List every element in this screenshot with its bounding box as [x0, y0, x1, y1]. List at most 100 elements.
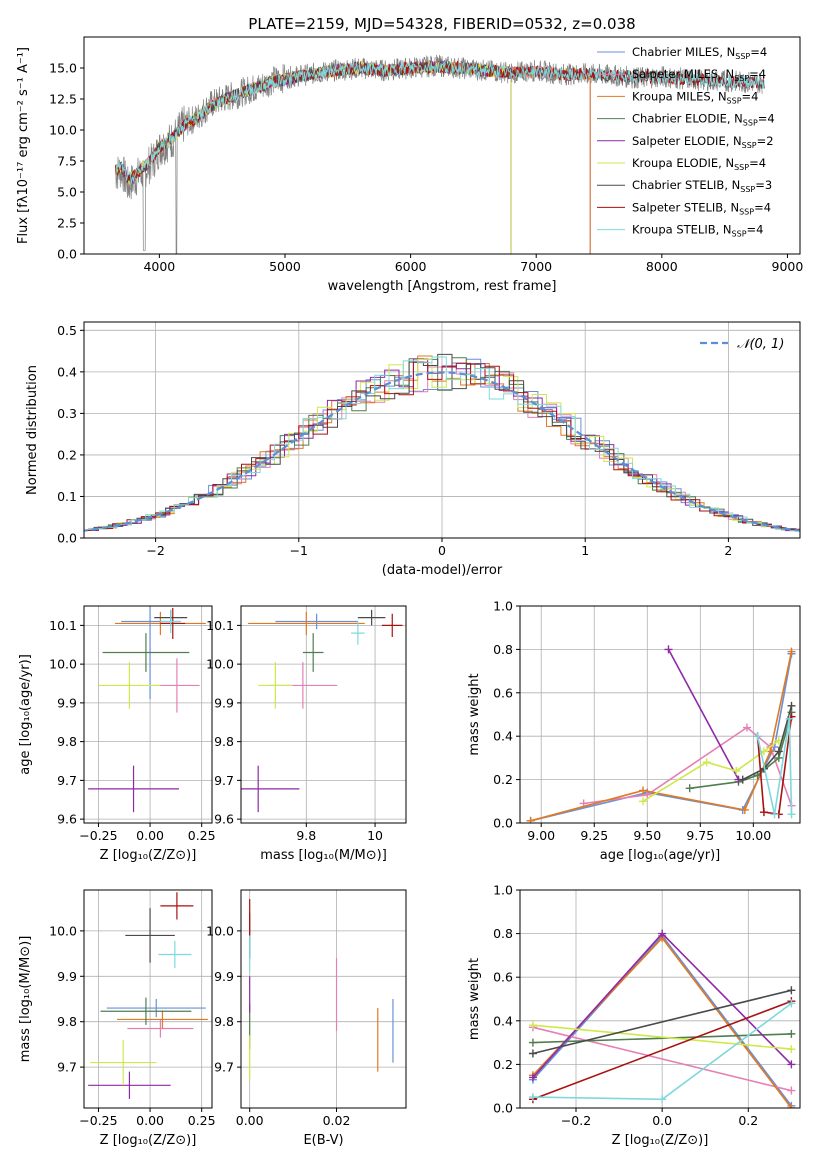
x-axis-label: mass [log₁₀(M/M⊙)]: [260, 848, 387, 863]
y-tick-label: 0.0: [57, 531, 77, 546]
y-axis-label: mass weight: [467, 673, 482, 755]
plot-area: [528, 929, 796, 1108]
y-tick-label: 15.0: [49, 61, 77, 76]
model-spectrum-salpeter-miles: [114, 60, 591, 254]
y-tick-label: 10.1: [206, 618, 234, 633]
plus-marker: [770, 810, 779, 819]
series-line: [532, 1024, 792, 1050]
y-tick-label: 2.5: [57, 216, 77, 231]
plus-marker: [528, 1073, 537, 1082]
y-tick-label: 0.6: [493, 970, 513, 985]
plus-marker: [753, 732, 762, 741]
plot-area: [241, 609, 403, 813]
x-tick-label: 1: [581, 543, 589, 558]
plus-marker: [639, 797, 648, 806]
series-chabrier-miles: [526, 649, 796, 823]
y-tick-label: 9.9: [57, 695, 77, 710]
x-axis-label: age [log₁₀(age/yr)]: [600, 848, 721, 863]
y-tick-label: 9.7: [214, 1060, 234, 1075]
x-tick-label: −0.2: [561, 1113, 591, 1128]
y-tick-label: 7.5: [57, 154, 77, 169]
plus-marker: [528, 1038, 537, 1047]
x-tick-label: 9.8: [296, 828, 316, 843]
errorbar-salpeter-stelib: [160, 607, 186, 639]
plot-area: [114, 54, 765, 254]
series-chabrier-stelib: [528, 986, 796, 1058]
series-line: [532, 989, 792, 1055]
legend-label: Kroupa STELIB, NSSP=4: [632, 223, 763, 239]
series-line: [742, 705, 793, 781]
x-tick-label: 9.50: [633, 828, 661, 843]
y-tick-label: 9.8: [57, 734, 77, 749]
errorbar-kroupa-miles: [247, 611, 365, 636]
y-tick-label: 12.5: [49, 92, 77, 107]
y-tick-label: 0.4: [57, 364, 77, 379]
plus-marker: [787, 1045, 796, 1054]
y-tick-label: 10.0: [49, 923, 77, 938]
x-tick-label: 0.25: [188, 1113, 216, 1128]
x-tick-label: 7000: [520, 259, 552, 274]
y-tick-label: 9.6: [57, 812, 77, 827]
x-tick-label: 0.02: [323, 1113, 351, 1128]
x-tick-label: 10: [367, 828, 383, 843]
plus-marker: [702, 758, 711, 767]
axes-frame: [83, 889, 213, 1109]
errorbar-kroupa-miles: [117, 1010, 208, 1029]
axes-frame: [240, 605, 407, 824]
series-line: [756, 716, 793, 816]
x-tick-label: −2: [146, 543, 164, 558]
x-tick-label: 9000: [772, 259, 804, 274]
axes-frame: [519, 889, 801, 1109]
legend-label: Kroupa MILES, NSSP=4: [632, 89, 758, 105]
residuals-panel: −2 −1 0 1 2 0.0 0.1 0.2 0.3 0.4 0.5 (data-model)/er…: [25, 321, 801, 578]
series-kroupa-stelib: [528, 999, 796, 1104]
plus-marker: [787, 1104, 796, 1108]
age-vs-metallicity-panel: −0.25 0.00 0.25 9.6 9.7 9.8 9.9 10.0 10.1 Z [log₁…: [18, 605, 216, 863]
model-spectrum-kroupa-miles: [114, 60, 591, 254]
series-chabrier-stelib: [738, 701, 796, 784]
errorbar-salpeter-elodie: [241, 765, 300, 813]
errorbar-chabrier-miles: [106, 999, 206, 1018]
y-axis-label: Normed distribution: [25, 365, 40, 495]
normal-distribution-curve: [84, 371, 800, 532]
mass-vs-metallicity-panel: −0.25 0.00 0.25 9.7 9.8 9.9 10.0 Z [log₁₀(Z/Z⊙)…: [18, 889, 216, 1148]
errorbar-salpeter-elodie: [88, 1071, 171, 1099]
errorbar-chabrier-stelib: [125, 908, 175, 963]
plus-marker: [787, 1060, 796, 1069]
plus-marker: [785, 714, 794, 723]
y-tick-label: 10.0: [49, 657, 77, 672]
massweight-vs-metallicity-panel: −0.2 0.0 0.2 0.0 0.2 0.4 0.6 0.8 1.0 Z [log₁₀(Z/Z…: [467, 883, 801, 1148]
y-tick-label: 0.4: [493, 729, 513, 744]
y-tick-label: 0.0: [57, 247, 77, 262]
errorbar-kroupa-elodie: [98, 662, 161, 709]
plus-marker: [787, 647, 796, 656]
series-line: [532, 1000, 792, 1101]
plus-marker: [787, 701, 796, 710]
plus-marker: [664, 645, 673, 654]
legend-label: 𝒩(0, 1): [737, 337, 784, 352]
y-tick-label: 10.0: [49, 123, 77, 138]
mass-vs-ebv-panel: 0.00 0.02 9.7 9.8 9.9 10.0 E(B-V): [206, 889, 407, 1148]
y-tick-label: 10.0: [206, 657, 234, 672]
x-axis-label: Z [log₁₀(Z/Z⊙)]: [100, 1133, 197, 1148]
plus-marker: [528, 1021, 537, 1030]
errorbar-salpeter-stelib: [381, 613, 403, 637]
x-tick-label: 9.25: [580, 828, 608, 843]
age-vs-mass-panel: 9.8 10 9.6 9.7 9.8 9.9 10.0 10.1 mass [log₁₀(M/M…: [206, 605, 407, 863]
x-tick-label: 4000: [143, 259, 175, 274]
errorbar-salpeter-stelib: [160, 892, 194, 920]
model-spectrum-salpeter-elodie: [114, 60, 512, 254]
x-tick-label: 0.00: [236, 1113, 264, 1128]
legend-label: Kroupa ELODIE, NSSP=4: [632, 156, 766, 172]
plus-marker: [528, 1093, 537, 1102]
model-spectrum-kroupa-stelib: [115, 61, 765, 184]
y-tick-label: 9.6: [214, 812, 234, 827]
x-tick-label: 0.0: [652, 1113, 672, 1128]
y-tick-label: 9.7: [57, 773, 77, 788]
y-axis-label: Flux [fλ10⁻¹⁷ erg cm⁻² s⁻¹ A⁻¹]: [16, 47, 31, 244]
x-tick-label: 0: [438, 543, 446, 558]
plus-marker: [759, 808, 768, 817]
y-tick-label: 9.9: [214, 969, 234, 984]
y-tick-label: 1.0: [493, 599, 513, 614]
